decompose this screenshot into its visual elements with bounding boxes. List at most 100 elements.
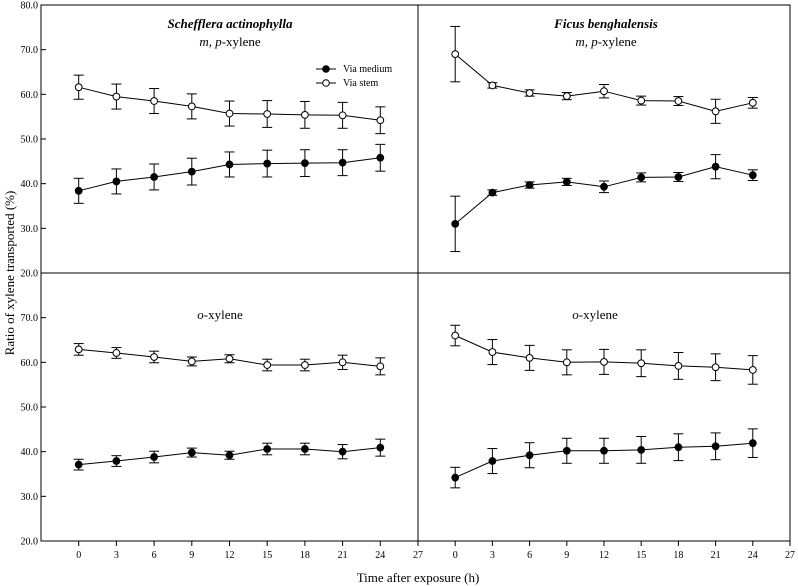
data-point-medium (600, 182, 608, 191)
data-point-stem (562, 358, 571, 367)
data-point-medium (637, 445, 646, 454)
y-tick-label: 60.0 (21, 90, 39, 101)
data-point-medium (74, 460, 83, 469)
data-point-stem (600, 87, 608, 96)
legend-stem-marker (322, 79, 330, 87)
y-tick-label: 80.0 (21, 1, 39, 12)
data-point-stem (674, 362, 683, 370)
y-tick-label: 40.0 (21, 179, 39, 190)
data-point-medium (376, 443, 385, 452)
data-point-medium (451, 219, 460, 228)
data-point-stem (187, 102, 196, 111)
data-point-stem (451, 331, 460, 340)
data-point-medium (451, 473, 460, 482)
x-tick-label: 18 (300, 550, 310, 561)
data-point-medium (263, 159, 272, 168)
data-point-stem (74, 83, 83, 92)
y-tick-label: 70.0 (21, 313, 39, 324)
data-point-medium (562, 446, 571, 455)
data-point-stem (748, 98, 757, 107)
data-point-medium (301, 159, 309, 168)
data-point-medium (488, 188, 497, 197)
data-point-medium (225, 451, 234, 460)
data-point-medium (112, 177, 121, 186)
data-point-medium (711, 442, 720, 451)
data-point-stem (600, 357, 608, 366)
y-tick-label: 50.0 (21, 135, 39, 146)
data-point-stem (150, 97, 159, 105)
x-tick-label: 3 (490, 550, 495, 561)
data-point-stem (112, 92, 121, 101)
series-line-stem (454, 53, 753, 112)
data-point-stem (525, 89, 534, 97)
data-point-stem (376, 362, 385, 371)
legend: Via medium Via stem (316, 64, 392, 89)
panel-title-schefflera: Schefflera actinophylla (167, 16, 293, 31)
data-point-stem (338, 111, 347, 120)
x-axis-title: Time after exposure (h) (357, 570, 480, 585)
x-tick-label: 0 (453, 550, 458, 561)
data-point-stem (451, 50, 460, 59)
x-tick-label: 27 (413, 550, 423, 561)
panel-sa-o (73, 343, 386, 471)
panel-subtitle-sa-mp: m, p-xylene (199, 34, 261, 49)
data-point-medium (112, 457, 121, 465)
ticks-layer: 20.0 30.0 40.0 50.0 60.0 70.0 80.0 20.0 30.0 40.0… (21, 1, 796, 562)
panel-sa-mp (73, 74, 386, 204)
data-point-medium (187, 448, 196, 457)
y-tick-label: 70.0 (21, 45, 39, 56)
data-point-medium (600, 446, 608, 455)
data-point-stem (225, 109, 234, 118)
y-tick-label: 20.0 (21, 537, 39, 548)
data-point-stem (637, 359, 646, 368)
x-tick-label: 21 (711, 550, 721, 561)
series-line-medium (454, 166, 753, 225)
legend-stem-label: Via stem (343, 78, 378, 89)
data-point-medium (674, 173, 683, 181)
data-point-stem (150, 353, 159, 361)
x-tick-label: 12 (599, 550, 609, 561)
data-point-medium (301, 445, 309, 453)
legend-medium-label: Via medium (343, 64, 392, 75)
data-point-medium (637, 173, 646, 182)
x-tick-label: 21 (338, 550, 348, 561)
data-point-medium (338, 158, 347, 167)
x-tick-label: 12 (225, 550, 235, 561)
y-axis-title: Ratio of xylene transported (%) (2, 191, 17, 356)
legend-medium-marker (322, 65, 330, 73)
data-point-medium (187, 167, 196, 176)
data-point-medium (525, 451, 534, 460)
data-point-stem (263, 361, 272, 369)
panel-subtitle-fb-o: o-xylene (572, 307, 618, 322)
y-tick-label: 30.0 (21, 492, 39, 503)
data-point-medium (562, 177, 571, 186)
data-point-stem (187, 357, 196, 366)
data-point-medium (711, 162, 720, 171)
data-point-medium (748, 439, 757, 448)
data-point-medium (674, 443, 683, 452)
data-point-stem (525, 353, 534, 362)
x-tick-label: 15 (636, 550, 646, 561)
x-tick-label: 18 (673, 550, 683, 561)
x-tick-label: 3 (114, 550, 119, 561)
data-point-stem (488, 348, 497, 356)
panel-fb-mp (450, 25, 758, 253)
panel-title-ficus: Ficus benghalensis (553, 16, 658, 31)
data-point-stem (74, 345, 83, 354)
series-layer (73, 25, 758, 489)
data-point-stem (112, 349, 121, 357)
y-tick-label: 60.0 (21, 358, 39, 369)
data-point-stem (301, 110, 309, 119)
data-point-medium (150, 453, 159, 461)
panel-subtitle-fb-mp: m, p-xylene (575, 34, 637, 49)
data-point-stem (301, 361, 309, 369)
data-point-medium (150, 173, 159, 181)
x-tick-label: 9 (189, 550, 194, 561)
data-point-medium (525, 181, 534, 189)
data-point-stem (263, 110, 272, 118)
data-point-stem (711, 363, 720, 372)
x-tick-label: 27 (785, 550, 795, 561)
data-point-medium (748, 171, 757, 180)
x-tick-label: 24 (375, 550, 385, 561)
